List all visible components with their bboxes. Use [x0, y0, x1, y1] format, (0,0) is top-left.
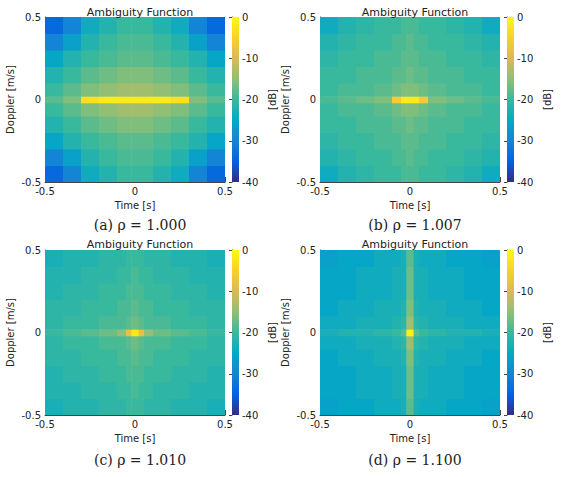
svg-text:(a) ρ = 1.000: (a) ρ = 1.000 [94, 217, 187, 233]
svg-text:0: 0 [517, 245, 523, 256]
svg-text:-20: -20 [242, 94, 258, 105]
svg-text:(c) ρ = 1.010: (c) ρ = 1.010 [94, 452, 186, 468]
svg-text:0: 0 [35, 327, 41, 338]
svg-text:0.5: 0.5 [25, 245, 41, 256]
svg-text:0: 0 [242, 12, 248, 23]
svg-text:Doppler [m/s]: Doppler [m/s] [280, 65, 291, 134]
svg-text:-10: -10 [517, 286, 533, 297]
svg-text:-30: -30 [242, 368, 258, 379]
svg-text:-0.5: -0.5 [296, 409, 316, 421]
svg-text:Time [s]: Time [s] [114, 200, 156, 211]
svg-text:0.5: 0.5 [217, 419, 233, 430]
svg-text:-40: -40 [517, 410, 533, 421]
svg-text:-10: -10 [242, 53, 258, 64]
svg-text:0.5: 0.5 [300, 245, 316, 256]
svg-text:-40: -40 [517, 177, 533, 188]
svg-text:[dB]: [dB] [267, 89, 278, 110]
svg-text:-0.5: -0.5 [21, 176, 41, 188]
svg-text:Doppler [m/s]: Doppler [m/s] [280, 298, 291, 367]
svg-text:-0.5: -0.5 [35, 419, 55, 430]
svg-text:0: 0 [310, 327, 316, 338]
svg-text:0: 0 [517, 12, 523, 23]
svg-text:Ambiguity Function: Ambiguity Function [362, 238, 468, 251]
svg-text:[dB]: [dB] [542, 89, 553, 110]
svg-text:0.5: 0.5 [217, 186, 233, 197]
svg-text:-10: -10 [242, 286, 258, 297]
svg-text:0.5: 0.5 [300, 12, 316, 23]
svg-text:0: 0 [310, 94, 316, 105]
svg-text:-40: -40 [242, 410, 258, 421]
svg-text:0: 0 [35, 94, 41, 105]
svg-text:-20: -20 [242, 327, 258, 338]
svg-text:Ambiguity Function: Ambiguity Function [362, 6, 468, 19]
svg-text:-20: -20 [517, 327, 533, 338]
svg-text:-40: -40 [242, 177, 258, 188]
svg-text:[dB]: [dB] [542, 322, 553, 343]
svg-text:-10: -10 [517, 53, 533, 64]
svg-text:0: 0 [407, 419, 413, 430]
svg-text:0: 0 [407, 186, 413, 197]
svg-text:Ambiguity Function: Ambiguity Function [87, 238, 193, 251]
svg-text:-0.5: -0.5 [296, 176, 316, 188]
svg-text:0: 0 [242, 245, 248, 256]
svg-text:-0.5: -0.5 [35, 186, 55, 197]
svg-text:Time [s]: Time [s] [114, 433, 156, 444]
svg-text:(d) ρ = 1.100: (d) ρ = 1.100 [368, 452, 461, 468]
svg-text:Doppler [m/s]: Doppler [m/s] [5, 298, 16, 367]
svg-text:-0.5: -0.5 [310, 186, 330, 197]
svg-text:0.5: 0.5 [25, 12, 41, 23]
svg-text:-0.5: -0.5 [21, 409, 41, 421]
svg-text:0.5: 0.5 [492, 186, 508, 197]
svg-text:[dB]: [dB] [267, 322, 278, 343]
svg-text:0.5: 0.5 [492, 419, 508, 430]
svg-text:Time [s]: Time [s] [389, 433, 431, 444]
svg-text:-30: -30 [242, 135, 258, 146]
svg-text:-0.5: -0.5 [310, 419, 330, 430]
svg-text:Time [s]: Time [s] [389, 200, 431, 211]
svg-text:0: 0 [132, 186, 138, 197]
svg-text:(b) ρ = 1.007: (b) ρ = 1.007 [368, 217, 461, 233]
svg-text:Ambiguity Function: Ambiguity Function [87, 6, 193, 19]
svg-text:-30: -30 [517, 368, 533, 379]
svg-text:0: 0 [132, 419, 138, 430]
svg-text:-20: -20 [517, 94, 533, 105]
svg-text:Doppler [m/s]: Doppler [m/s] [5, 65, 16, 134]
svg-text:-30: -30 [517, 135, 533, 146]
